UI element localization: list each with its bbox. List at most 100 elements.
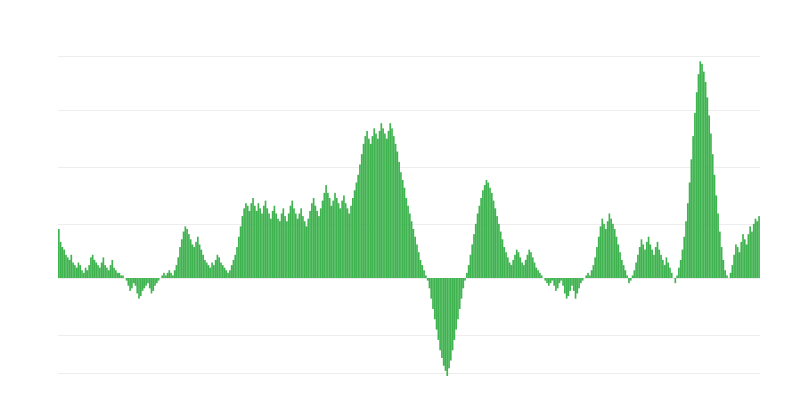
bar <box>526 254 529 278</box>
bar <box>628 278 630 284</box>
bar <box>70 254 73 278</box>
bar <box>410 221 413 278</box>
bar <box>259 208 262 278</box>
bar <box>444 278 447 371</box>
bar <box>351 198 354 278</box>
bar <box>533 262 536 278</box>
bar <box>166 272 169 278</box>
bar <box>515 249 518 278</box>
bar <box>66 257 69 278</box>
bar <box>282 208 285 278</box>
bar <box>252 198 254 278</box>
bar <box>416 244 418 278</box>
bar <box>284 216 286 278</box>
bar <box>551 278 554 281</box>
bar <box>490 192 493 278</box>
bar <box>426 278 429 281</box>
bar <box>613 228 616 278</box>
bar <box>241 216 244 278</box>
bar <box>250 203 253 278</box>
gridline-group <box>58 56 760 374</box>
bar <box>152 278 155 291</box>
bar <box>662 259 664 278</box>
bar <box>745 244 748 278</box>
bar <box>656 241 659 278</box>
bar <box>621 259 623 278</box>
bar <box>366 130 368 278</box>
bar <box>118 272 121 278</box>
bar <box>572 278 575 291</box>
bar <box>717 213 719 278</box>
bar <box>464 278 466 281</box>
bar <box>585 275 588 278</box>
bar <box>547 278 550 286</box>
bar <box>131 278 133 289</box>
bar <box>642 244 645 278</box>
bar <box>544 278 547 281</box>
bar <box>239 226 242 278</box>
bar <box>649 244 652 278</box>
bar <box>439 278 441 351</box>
bar <box>658 249 661 278</box>
bar <box>243 208 245 278</box>
bar <box>751 231 753 278</box>
bar <box>107 270 110 278</box>
bar <box>335 198 338 278</box>
bar <box>341 200 343 278</box>
bar <box>535 267 538 278</box>
bar <box>720 247 723 278</box>
bar <box>246 205 249 278</box>
bar <box>701 63 703 278</box>
bar <box>637 254 639 278</box>
bar <box>198 244 201 278</box>
bar <box>294 213 297 278</box>
bar <box>558 278 561 284</box>
bar <box>380 123 383 278</box>
bar <box>747 234 750 278</box>
bar <box>594 257 596 278</box>
bar <box>455 278 457 330</box>
bar <box>321 200 324 278</box>
bar <box>357 174 359 278</box>
bar <box>485 179 488 278</box>
bar <box>597 236 600 278</box>
bar <box>706 97 709 279</box>
bar <box>546 278 548 284</box>
bar <box>182 231 185 278</box>
bar <box>268 213 270 278</box>
bar <box>743 239 746 278</box>
bar <box>371 136 374 278</box>
bar <box>253 205 256 278</box>
bar <box>359 164 361 278</box>
bar <box>79 265 82 278</box>
bar <box>248 210 251 278</box>
bar <box>417 252 420 278</box>
bar <box>264 200 267 278</box>
bar <box>216 254 219 278</box>
bar <box>214 259 217 278</box>
bar <box>273 205 276 278</box>
bar <box>524 259 527 278</box>
bar <box>731 265 734 278</box>
bar <box>355 182 358 278</box>
bar <box>191 244 194 278</box>
bar <box>97 265 99 278</box>
bar <box>59 241 62 278</box>
bar <box>430 278 433 299</box>
bar <box>702 71 705 278</box>
bar <box>617 244 620 278</box>
bar <box>665 257 668 278</box>
bar <box>531 257 534 278</box>
bar <box>433 278 436 320</box>
bar <box>136 278 139 294</box>
bar <box>257 203 260 278</box>
bar <box>314 205 317 278</box>
bar <box>392 136 395 278</box>
bar <box>278 221 281 278</box>
bar <box>164 275 167 278</box>
bar <box>318 216 320 278</box>
bar <box>505 252 507 278</box>
bar <box>86 270 89 278</box>
bar <box>81 270 83 278</box>
